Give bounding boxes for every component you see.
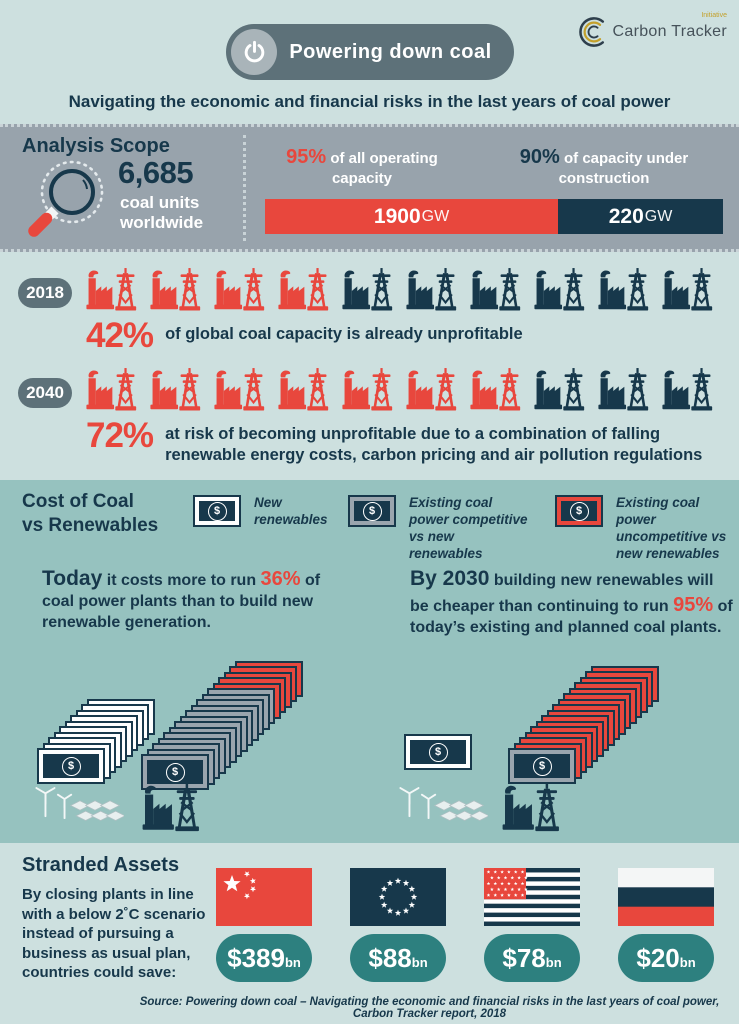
- coal-banknote-stack: $: [508, 665, 659, 784]
- flag-eu-icon: [350, 868, 446, 926]
- dotted-divider: [243, 135, 246, 241]
- coal-plant-icon: [342, 368, 393, 414]
- renewables-banknote-stack: $: [37, 698, 155, 784]
- operating-capacity-bar-segment: 1900 GW: [265, 199, 559, 234]
- legend-note-competitive-coal: $: [348, 495, 396, 527]
- hero-section: Powering down coal Carbon Tracker Initia…: [0, 0, 739, 124]
- cost-comparison-section: Cost of Coal vs Renewables $ New renewab…: [0, 480, 739, 843]
- coal-units-count: 6,685: [118, 155, 194, 190]
- coal-plant-icon: [534, 368, 585, 414]
- power-icon: [231, 29, 277, 75]
- coal-plant-icon: [86, 268, 137, 314]
- coal-plant-icon: [406, 368, 457, 414]
- title-pill: Powering down coal: [226, 24, 514, 80]
- coal-plant-icon: [662, 268, 713, 314]
- page-title: Powering down coal: [289, 40, 492, 63]
- coal-plant-icon: [598, 368, 649, 414]
- coal-plant-icon: [470, 268, 521, 314]
- legend-label: Existing coal power competitive vs new r…: [409, 495, 528, 561]
- cost-heading: Cost of Coal vs Renewables: [22, 491, 159, 536]
- renewables-banknote-stack: $: [404, 734, 472, 770]
- savings-pill: $389 bn: [216, 934, 312, 982]
- construction-capacity-bar-segment: 220 GW: [558, 199, 723, 234]
- coal-plant-icon: [150, 268, 201, 314]
- coal-plant-icon: [662, 368, 713, 414]
- stranded-assets-body: By closing plants in line with a below 2…: [22, 886, 206, 981]
- operating-capacity-caption: 95% of all operating capacity: [286, 146, 438, 187]
- coal-plant-icon: [140, 783, 202, 835]
- savings-pill: $78 bn: [484, 934, 580, 982]
- flag-russia-icon: [618, 868, 714, 926]
- year-caption: 42% of global coal capacity is already u…: [86, 316, 523, 355]
- analysis-scope-section: Analysis Scope 6,685 coal units worldwid…: [0, 124, 739, 252]
- savings-china: $389 bn: [216, 868, 312, 982]
- coal-plant-icon: [150, 368, 201, 414]
- banknote-front: $: [37, 748, 105, 784]
- by2030-paragraph: By 2030 building new renewables will be …: [410, 567, 733, 637]
- coal-plant-icon: [278, 268, 329, 314]
- flag-usa-icon: [484, 868, 580, 926]
- coal-plant-icon: [406, 268, 457, 314]
- logo-text: Carbon Tracker: [612, 23, 727, 40]
- capacity-bar: 1900 GW 220 GW: [265, 199, 723, 234]
- today-illustration: $ $: [35, 650, 370, 792]
- logo-initiative-text: Initiative: [701, 12, 727, 19]
- year-badge: 2040: [18, 378, 72, 408]
- savings-pill: $20 bn: [618, 934, 714, 982]
- legend-note-new-renewables: $: [193, 495, 241, 527]
- year-badge: 2018: [18, 278, 72, 308]
- coal-plant-icon: [86, 368, 137, 414]
- wind-turbine-icon: [396, 778, 442, 820]
- coal-plant-icon: [470, 368, 521, 414]
- coal-plant-icon: [500, 783, 562, 835]
- stranded-assets-section: Stranded Assets By closing plants in lin…: [0, 843, 739, 1024]
- coal-plant-icon: [598, 268, 649, 314]
- construction-capacity-caption: 90% of capacity under construction: [519, 146, 689, 187]
- analysis-scope-heading: Analysis Scope: [22, 135, 170, 157]
- coal-plant-icon: [278, 368, 329, 414]
- coal-plant-icon: [534, 268, 585, 314]
- savings-usa: $78 bn: [484, 868, 580, 982]
- banknote-front: $: [404, 734, 472, 770]
- today-paragraph: Today it costs more to run 36% of coal p…: [42, 567, 321, 632]
- savings-pill: $88 bn: [350, 934, 446, 982]
- unprofitability-section: 2018 42% of global coal capacity is alre…: [0, 252, 739, 480]
- savings-russia: $20 bn: [618, 868, 714, 982]
- coal-plant-icon: [214, 368, 265, 414]
- legend-label: Existing coal power uncompetitive vs new…: [616, 495, 727, 561]
- wind-turbine-icon: [32, 778, 78, 820]
- banknote-front: $: [508, 748, 576, 784]
- coal-icon-strip: [86, 268, 731, 314]
- flag-china-icon: [216, 868, 312, 926]
- magnifier-icon: [24, 159, 110, 245]
- stranded-assets-heading: Stranded Assets: [22, 854, 180, 876]
- coal-units-label: coal units worldwide: [120, 193, 204, 232]
- infographic-subtitle: Navigating the economic and financial ri…: [68, 92, 671, 111]
- banknote-front: $: [141, 754, 209, 790]
- carbon-tracker-logo: Carbon Tracker Initiative: [577, 12, 727, 50]
- savings-eu: $88 bn: [350, 868, 446, 982]
- logo-c-icon: [578, 17, 604, 47]
- solar-panels-icon: [430, 798, 488, 828]
- year-caption: 72% at risk of becoming unprofitable due…: [86, 416, 703, 464]
- legend-note-uncompetitive-coal: $: [555, 495, 603, 527]
- by2030-illustration: $ $: [400, 650, 735, 792]
- coal-banknote-stack: $: [141, 660, 303, 790]
- coal-plant-icon: [342, 268, 393, 314]
- coal-plant-icon: [214, 268, 265, 314]
- solar-panels-icon: [66, 798, 124, 828]
- coal-icon-strip: [86, 368, 731, 414]
- legend-label: New renewables: [254, 495, 328, 527]
- source-line: Source: Powering down coal – Navigating …: [139, 996, 720, 1020]
